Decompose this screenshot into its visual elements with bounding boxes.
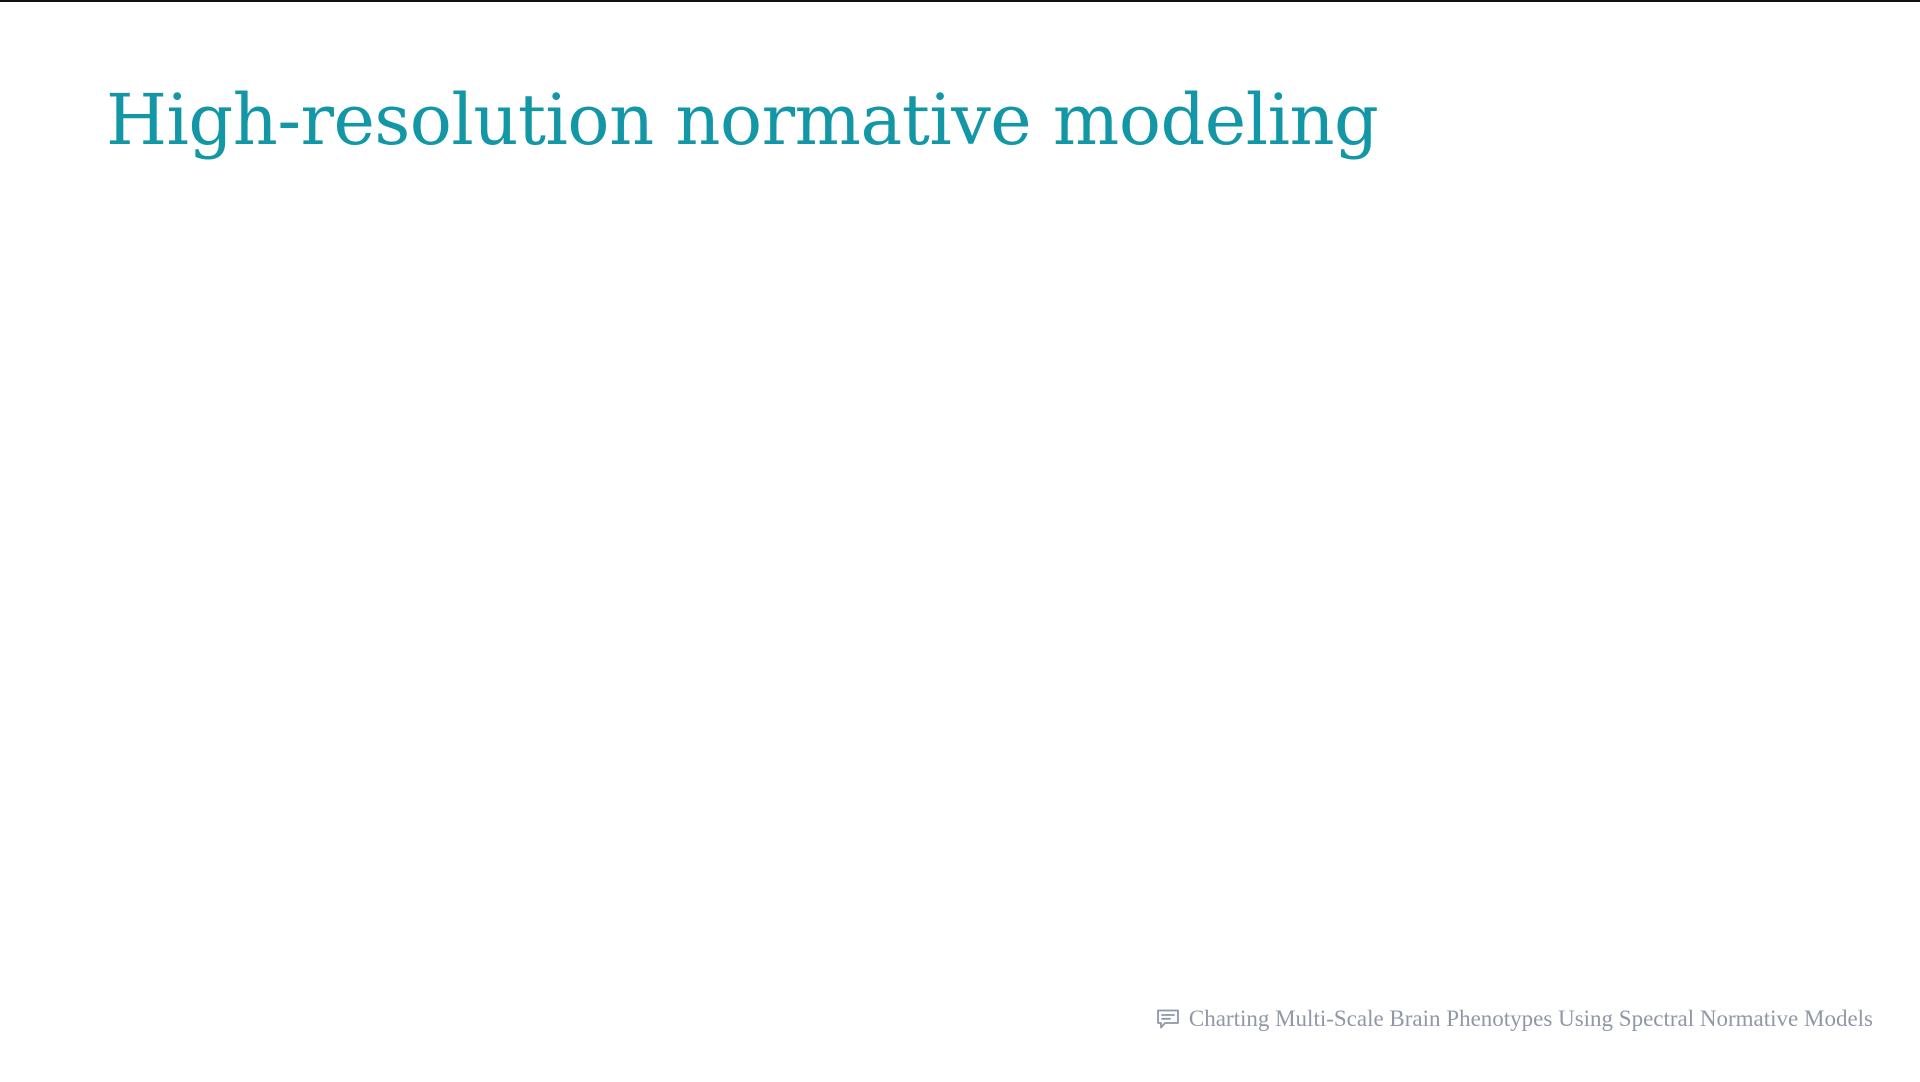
footer-text: Charting Multi-Scale Brain Phenotypes Us… (1188, 1006, 1873, 1031)
slide-title: High-resolution normative modeling (106, 79, 1379, 161)
slide-footer[interactable]: Charting Multi-Scale Brain Phenotypes Us… (1155, 1006, 1873, 1032)
slide-content-area (106, 202, 1814, 962)
speech-bubble-icon[interactable] (1155, 1007, 1181, 1031)
